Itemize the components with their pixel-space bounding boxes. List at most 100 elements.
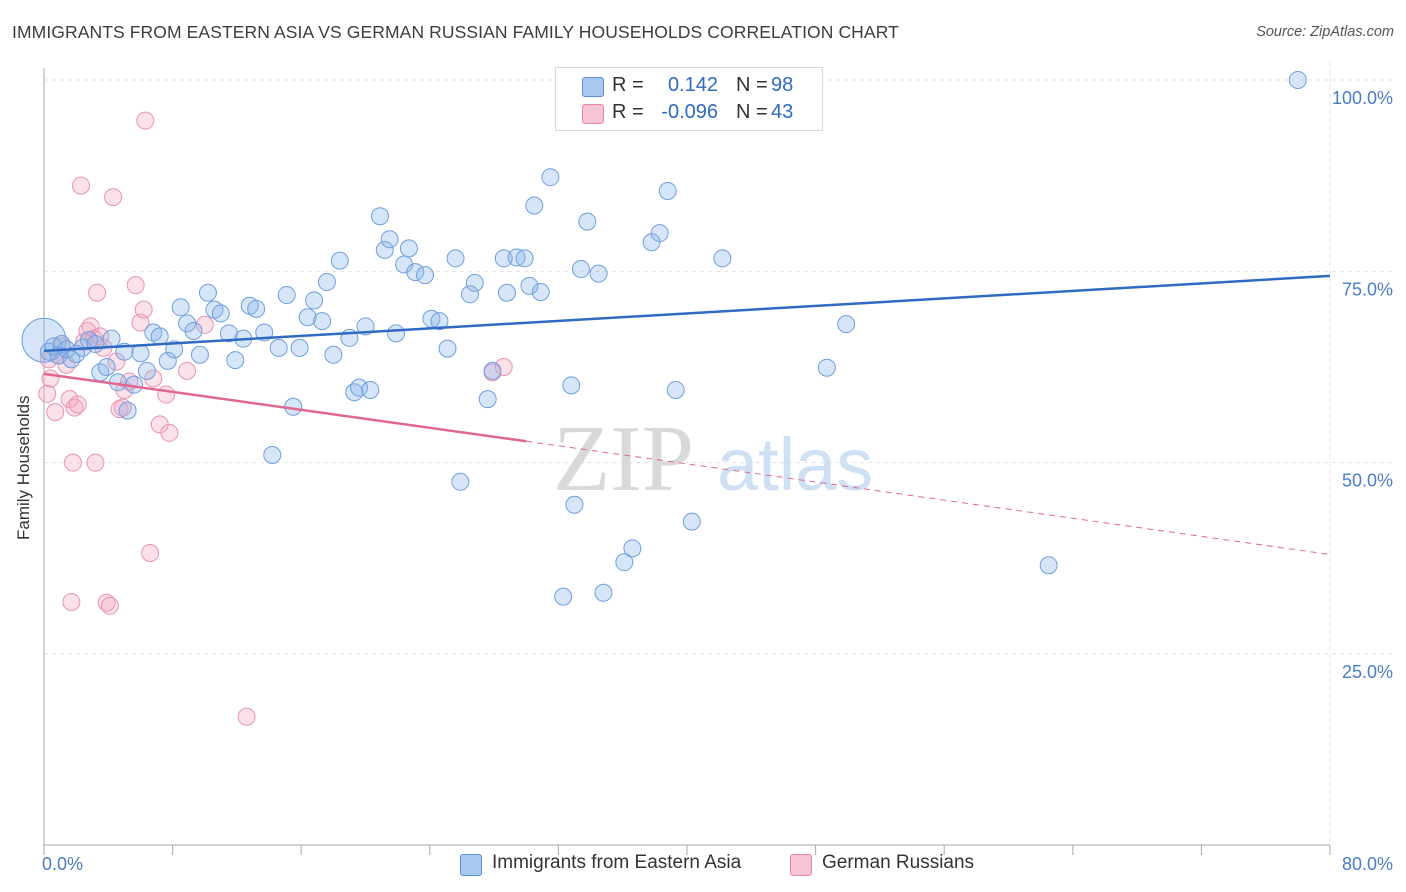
legend-label: Immigrants from Eastern Asia (492, 852, 742, 873)
data-point-immigrants-eastern-asia (497, 283, 516, 302)
legend-swatch-blue (460, 854, 482, 876)
legend-n-label: N = (736, 74, 768, 96)
data-point-immigrants-eastern-asia (118, 401, 137, 420)
y-tick-label: 100.0% (1332, 88, 1393, 108)
data-point-immigrants-eastern-asia (650, 224, 669, 243)
data-point-immigrants-eastern-asia (460, 285, 479, 304)
data-point-immigrants-eastern-asia (541, 168, 560, 187)
data-point-immigrants-eastern-asia (554, 587, 573, 606)
data-point-immigrants-eastern-asia (370, 207, 389, 226)
data-point-immigrants-eastern-asia (190, 345, 209, 364)
data-point-german-russians (195, 315, 214, 334)
data-point-immigrants-eastern-asia (184, 322, 203, 341)
data-point-immigrants-eastern-asia (375, 240, 394, 259)
data-point-immigrants-eastern-asia (380, 230, 399, 249)
trend-line-german-russians-extrapolated (526, 440, 1331, 556)
data-point-immigrants-eastern-asia (52, 335, 71, 354)
data-point-immigrants-eastern-asia (483, 361, 502, 380)
data-point-immigrants-eastern-asia (277, 286, 296, 305)
data-point-immigrants-eastern-asia (399, 239, 418, 258)
y-axis-title: Family Households (14, 395, 33, 540)
data-point-immigrants-eastern-asia (305, 291, 324, 310)
legend-r-label: R = (612, 101, 644, 123)
data-point-german-russians (126, 276, 145, 295)
data-point-german-russians (71, 176, 90, 195)
data-point-german-russians (86, 453, 105, 472)
data-point-immigrants-eastern-asia (562, 376, 581, 395)
data-point-german-russians (41, 369, 60, 388)
data-point-immigrants-eastern-asia (438, 339, 457, 358)
data-point-german-russians (494, 358, 513, 376)
data-point-immigrants-eastern-asia (290, 338, 309, 357)
legend-row-pink: R = -0.096 N = 43 (556, 99, 822, 127)
data-point-german-russians (100, 596, 119, 615)
data-point-immigrants-eastern-asia (263, 446, 282, 465)
data-point-immigrants-eastern-asia (387, 324, 406, 343)
legend-r-label: R = (612, 74, 644, 96)
trend-line-immigrants-eastern-asia (43, 274, 1331, 353)
data-point-immigrants-eastern-asia (330, 251, 349, 270)
data-point-immigrants-eastern-asia (102, 329, 121, 348)
data-point-immigrants-eastern-asia (247, 299, 266, 318)
data-point-immigrants-eastern-asia (62, 350, 81, 369)
legend-n-value: 43 (771, 101, 794, 123)
x-tick-label: 0.0% (42, 854, 83, 874)
data-point-immigrants-eastern-asia (313, 312, 332, 331)
data-point-immigrants-eastern-asia (150, 327, 169, 346)
data-point-immigrants-eastern-asia (578, 212, 597, 231)
data-point-immigrants-eastern-asia (317, 273, 336, 292)
data-point-immigrants-eastern-asia (178, 314, 197, 333)
data-point-immigrants-eastern-asia (571, 260, 590, 279)
watermark: ZIP atlas (553, 407, 873, 511)
data-point-german-russians (113, 398, 132, 417)
data-point-german-russians (38, 384, 57, 403)
watermark-atlas: atlas (717, 423, 873, 506)
legend-n-value: 98 (771, 74, 794, 96)
data-point-immigrants-eastern-asia (531, 282, 550, 301)
legend-r-value: -0.096 (661, 101, 718, 123)
data-point-immigrants-eastern-asia (658, 181, 677, 200)
data-point-immigrants-eastern-asia (515, 249, 534, 268)
data-point-immigrants-eastern-asia (478, 390, 497, 409)
data-point-german-russians (237, 707, 256, 726)
data-point-german-russians (160, 423, 179, 442)
data-point-immigrants-eastern-asia (525, 196, 544, 215)
data-point-immigrants-eastern-asia (713, 249, 732, 268)
data-point-immigrants-eastern-asia (817, 358, 836, 377)
data-point-immigrants-eastern-asia (465, 273, 484, 292)
tick-labels: 25.0% 50.0% 75.0% 100.0% 0.0% 80.0% (42, 88, 1393, 874)
data-point-german-russians (141, 543, 160, 562)
data-point-immigrants-eastern-asia (837, 315, 856, 334)
data-point-german-russians (68, 395, 87, 414)
data-point-immigrants-eastern-asia (451, 472, 470, 491)
data-point-german-russians (63, 453, 82, 472)
data-point-german-russians (46, 403, 65, 422)
data-point-immigrants-eastern-asia (623, 539, 642, 558)
data-point-immigrants-eastern-asia (615, 553, 634, 572)
watermark-zip: ZIP (553, 407, 694, 511)
data-point-immigrants-eastern-asia (269, 338, 288, 357)
data-point-immigrants-eastern-asia (430, 312, 449, 331)
data-point-immigrants-eastern-asia (446, 249, 465, 268)
data-point-immigrants-eastern-asia (211, 304, 230, 323)
source-label: Source: ZipAtlas.com (1256, 24, 1394, 40)
data-point-immigrants-eastern-asia (666, 380, 685, 399)
data-point-immigrants-eastern-asia (158, 351, 177, 370)
data-point-immigrants-eastern-asia (165, 340, 184, 359)
legend-label: German Russians (822, 852, 975, 873)
data-point-german-russians (136, 111, 155, 130)
data-point-immigrants-eastern-asia (350, 378, 369, 397)
data-point-german-russians (104, 188, 123, 207)
y-tick-label: 75.0% (1342, 279, 1393, 299)
data-point-immigrants-eastern-asia (594, 583, 613, 602)
chart-title: IMMIGRANTS FROM EASTERN ASIA VS GERMAN R… (12, 22, 899, 42)
data-point-immigrants-eastern-asia (171, 298, 190, 317)
data-point-immigrants-eastern-asia (494, 249, 513, 268)
data-point-immigrants-eastern-asia (131, 344, 150, 363)
legend-swatch-pink (582, 104, 604, 124)
x-tick-label: 80.0% (1342, 854, 1393, 874)
data-point-german-russians (157, 385, 176, 404)
data-point-german-russians (178, 361, 197, 380)
series-german-russians (38, 111, 513, 726)
legend-row-blue: R = 0.142 N = 98 (556, 72, 822, 100)
